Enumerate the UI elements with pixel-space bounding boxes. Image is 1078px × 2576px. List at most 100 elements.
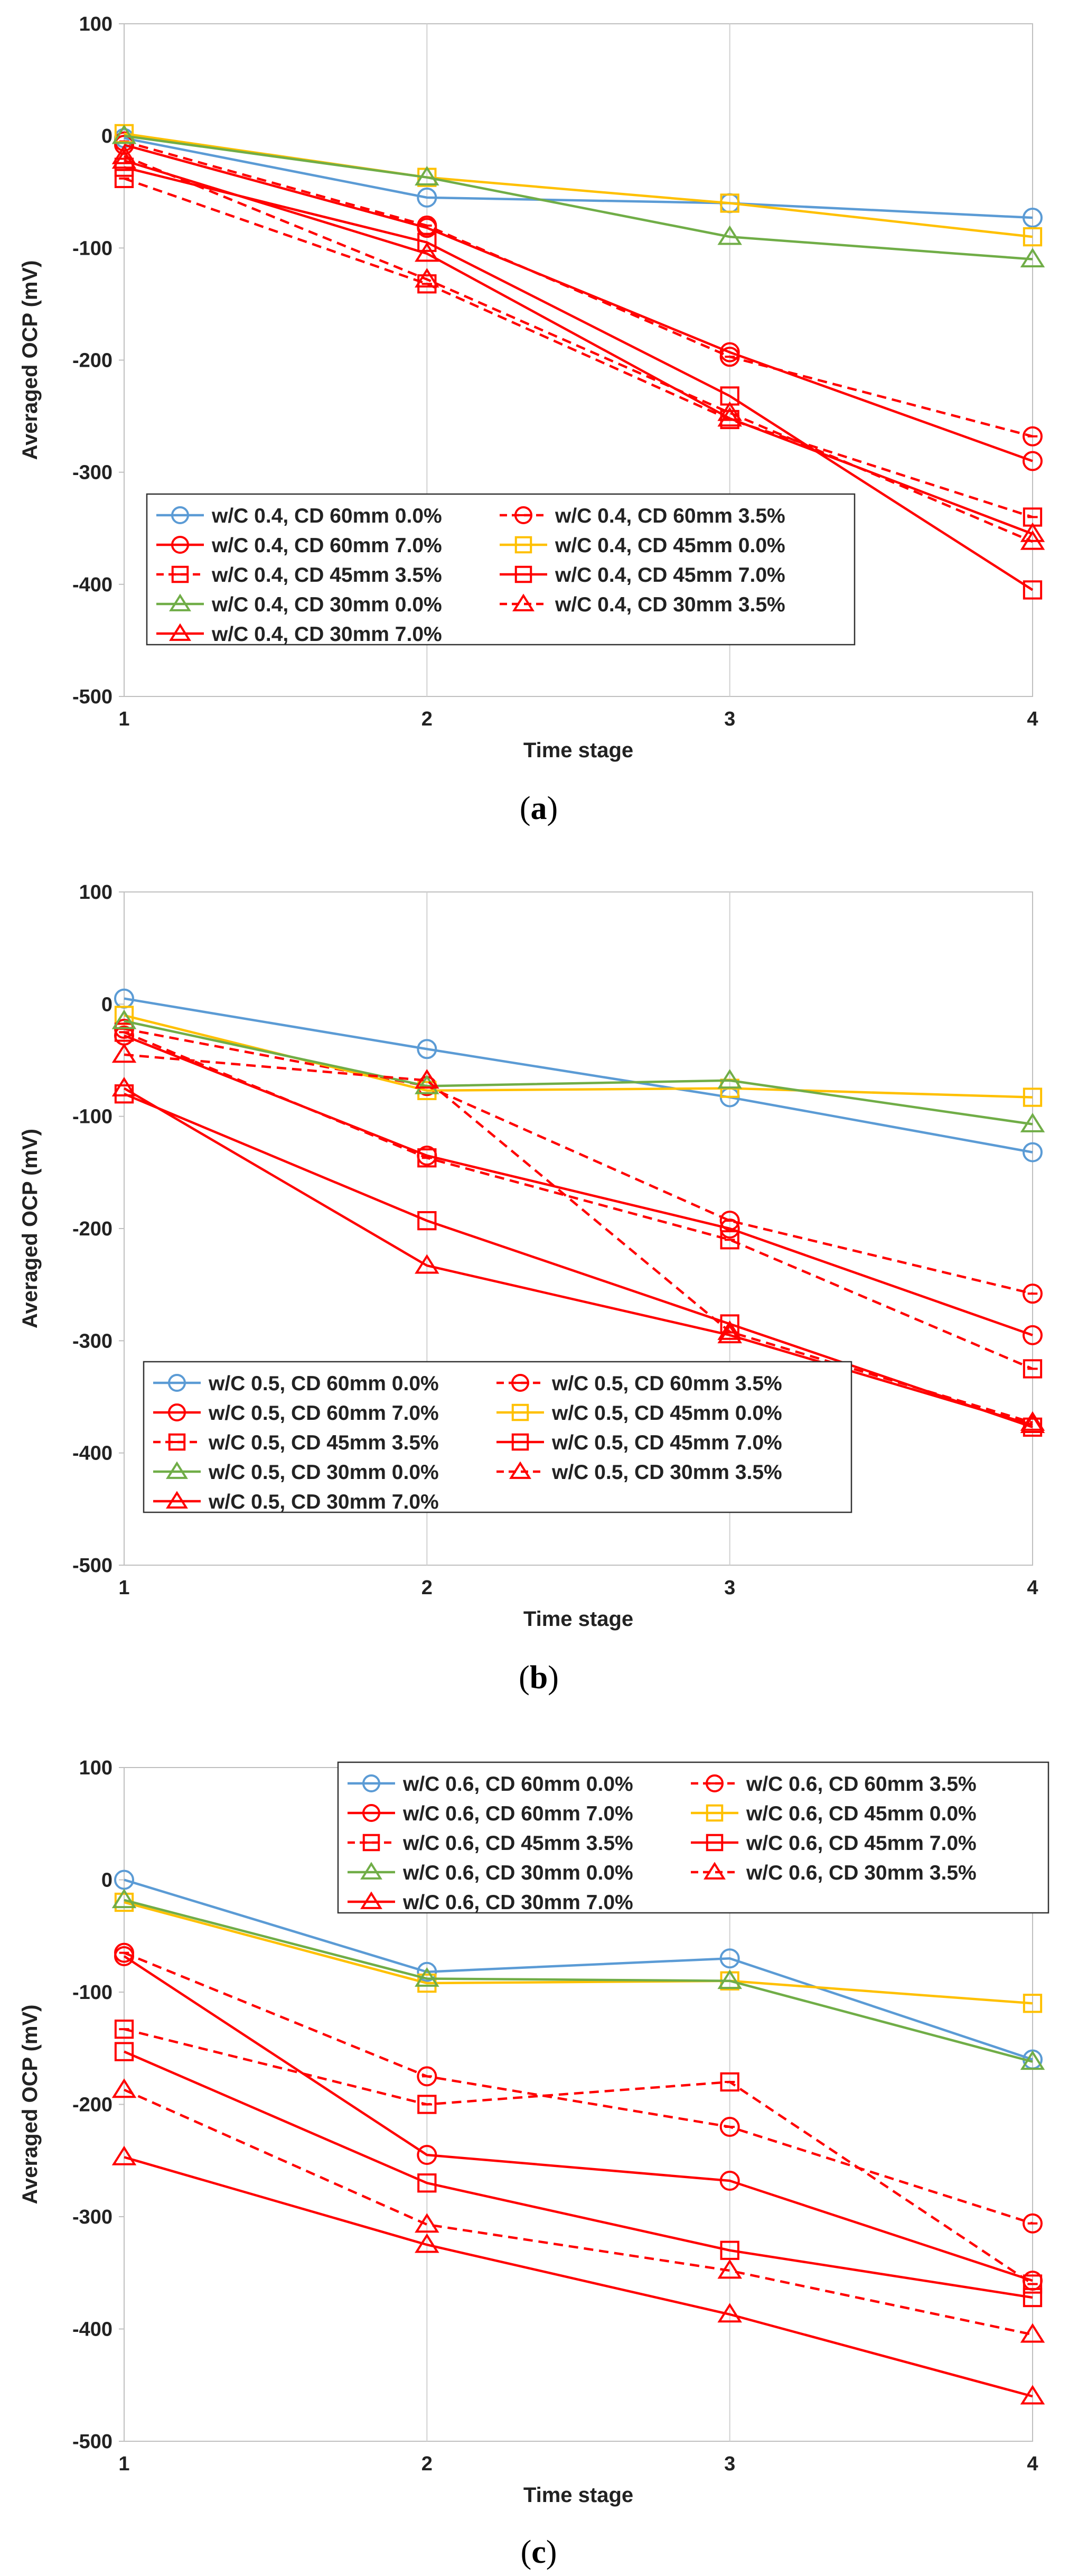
legend-marker-5 (171, 565, 189, 583)
y-tick-label: -100 (72, 237, 113, 259)
series-6-point-2 (417, 1211, 437, 1231)
x-tick-label: 2 (421, 708, 433, 730)
legend-label-9: w/C 0.6, CD 30mm 7.0% (402, 1891, 633, 1914)
legend-label-4: w/C 0.6, CD 45mm 0.0% (746, 1802, 977, 1825)
series-6-point-2 (417, 2173, 437, 2193)
legend-marker-3 (168, 1403, 186, 1421)
x-tick-label: 3 (724, 1577, 735, 1599)
legend-marker-2 (514, 506, 532, 524)
x-tick-label: 4 (1027, 2453, 1038, 2475)
series-line-9 (124, 159, 1033, 535)
series-line-6 (124, 2050, 1033, 2299)
series-5-point-2 (417, 2095, 437, 2114)
series-line-3 (124, 143, 1033, 462)
caption-b: (b) (519, 1660, 559, 1696)
y-tick-label: -200 (72, 1218, 113, 1240)
series-8-point-2 (415, 268, 439, 288)
series-9-point-4 (1020, 1413, 1045, 1433)
x-axis-label: Time stage (523, 2484, 633, 2507)
series-line-1 (124, 997, 1033, 1154)
series-5-point-4 (1023, 1359, 1043, 1379)
x-axis-label: Time stage (523, 739, 633, 762)
legend-marker-4 (514, 536, 532, 554)
series-9-point-3 (717, 2303, 742, 2323)
legend-label-6: w/C 0.5, CD 45mm 7.0% (551, 1431, 782, 1454)
legend-label-2: w/C 0.4, CD 60mm 3.5% (555, 505, 785, 527)
x-tick-label: 2 (421, 2453, 433, 2475)
series-2-point-4 (1023, 1284, 1043, 1304)
legend-marker-9 (166, 1491, 188, 1509)
series-2-point-4 (1023, 426, 1043, 447)
series-8-point-2 (415, 2213, 439, 2233)
chart-panel-b: 1 2 3 4 100 0 -100 -200 -300 -400 -500 Time stage Av… (18, 881, 1045, 1631)
series-1-point-2 (417, 187, 437, 208)
chart-panel-a: 1 2 3 4 100 0 -100 -200 -300 -400 -500 Time stage Av… (18, 13, 1045, 762)
series-2-point-2 (417, 2066, 437, 2087)
legend-marker-6 (511, 1433, 529, 1451)
x-tick-label: 1 (118, 708, 129, 730)
series-line-3 (123, 1955, 1033, 2282)
series-3-point-2 (417, 2145, 437, 2165)
series-line-2 (124, 1951, 1033, 2225)
x-tick-label: 4 (1027, 708, 1038, 730)
series-line-8 (124, 155, 1033, 543)
series-1-point-3 (719, 1948, 740, 1969)
series-9-point-2 (415, 1254, 439, 1274)
series-3-point-1 (114, 135, 134, 155)
y-tick-label: -500 (72, 1555, 113, 1577)
series-7-point-1 (111, 1009, 137, 1029)
series-3-point-3 (719, 2171, 740, 2191)
series-8-point-3 (717, 1320, 742, 1340)
series-2-point-3 (719, 2117, 740, 2137)
x-tick-label: 3 (724, 2453, 735, 2475)
series-9-point-2 (415, 2233, 439, 2253)
legend-label-6: w/C 0.6, CD 45mm 7.0% (746, 1832, 977, 1855)
y-tick-label: -300 (72, 2206, 113, 2228)
series-7-point-1 (111, 1889, 137, 1909)
y-tick-label: -500 (72, 686, 113, 708)
series-3-point-3 (719, 342, 740, 362)
y-tick-label: 0 (101, 1870, 113, 1892)
series-4-point-4 (1023, 1994, 1043, 2013)
legend-marker-8 (509, 1461, 531, 1479)
y-tick-label: 0 (101, 993, 113, 1016)
series-7-point-4 (1020, 2050, 1045, 2070)
legend-label-2: w/C 0.6, CD 60mm 3.5% (746, 1773, 977, 1796)
legend-marker-6 (706, 1834, 724, 1852)
series-9-point-1 (111, 149, 137, 169)
series-3-point-4 (1023, 1325, 1043, 1345)
x-tick-label: 2 (421, 1577, 433, 1599)
y-tick-label: 100 (79, 1757, 113, 1779)
legend-marker-9 (360, 1891, 382, 1909)
legend-label-3: w/C 0.6, CD 60mm 7.0% (402, 1802, 633, 1825)
series-line-6 (124, 166, 1034, 591)
x-axis-label: Time stage (523, 1607, 633, 1631)
series-9-point-4 (1020, 2385, 1045, 2405)
series-8-point-1 (111, 1043, 137, 1063)
series-7-point-1 (111, 124, 137, 144)
series-line-1 (124, 137, 1033, 219)
legend-label-4: w/C 0.5, CD 45mm 0.0% (551, 1402, 782, 1425)
series-5-point-3 (720, 2072, 739, 2092)
legend-label-4: w/C 0.4, CD 45mm 0.0% (555, 534, 785, 557)
y-tick-label: -300 (72, 462, 113, 484)
x-tick-label: 4 (1027, 1577, 1038, 1599)
legend: w/C 0.4, CD 60mm 0.0% w/C 0.4, CD 60mm 3.… (146, 493, 856, 646)
y-tick-label: 0 (101, 125, 113, 147)
series-8-point-4 (1020, 2323, 1045, 2343)
legend-marker-2 (706, 1774, 724, 1792)
series-1-point-4 (1023, 208, 1043, 228)
series-6-point-1 (114, 2042, 134, 2061)
legend-marker-3 (171, 536, 189, 554)
legend-label-5: w/C 0.4, CD 45mm 3.5% (211, 564, 442, 587)
series-8-point-2 (415, 1069, 439, 1089)
series-line-1 (124, 1878, 1033, 2061)
legend-marker-3 (362, 1804, 380, 1822)
caption-a: (a) (520, 791, 558, 826)
legend-label-9: w/C 0.5, CD 30mm 7.0% (208, 1491, 439, 1513)
y-tick-label: -300 (72, 1330, 113, 1352)
legend-marker-7 (166, 1461, 188, 1479)
legend-marker-1 (168, 1374, 186, 1392)
series-line-7 (124, 1899, 1033, 2063)
series-6-point-4 (1023, 2287, 1043, 2308)
